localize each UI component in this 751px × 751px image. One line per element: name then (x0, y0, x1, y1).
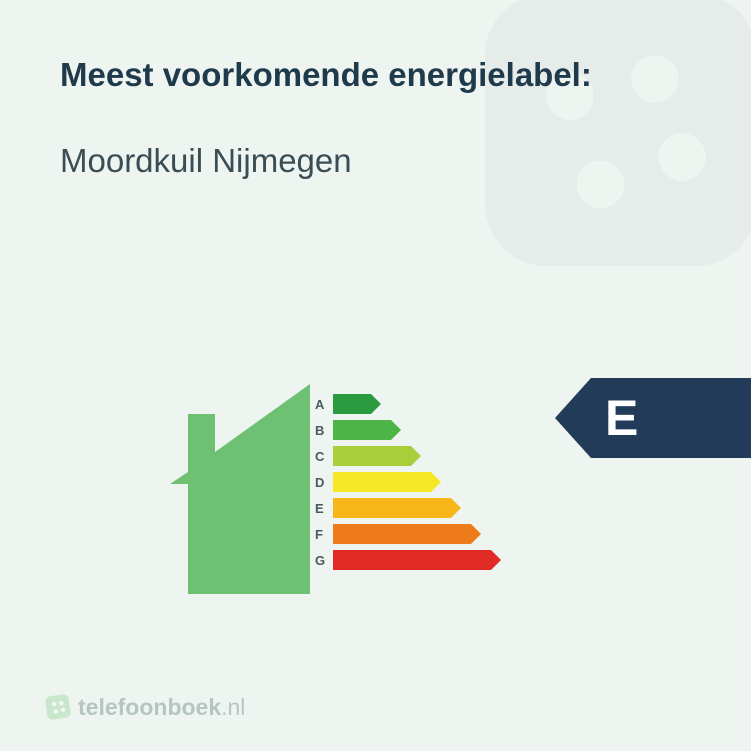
house-icon (170, 384, 310, 594)
footer-brand-light: .nl (221, 694, 245, 720)
energy-label-chart: ABCDEFG (170, 384, 590, 614)
energy-bar-c: C (315, 446, 491, 466)
result-arrow-body: E (591, 378, 751, 458)
content: Meest voorkomende energielabel: Moordkui… (0, 0, 751, 180)
energy-bar-a: A (315, 394, 491, 414)
footer-brand: telefoonboek.nl (78, 694, 245, 721)
bar-letter: F (315, 527, 333, 542)
bar-arrow (333, 550, 491, 570)
page-title: Meest voorkomende energielabel: (60, 56, 691, 94)
bar-arrow (333, 394, 371, 414)
energy-bar-f: F (315, 524, 491, 544)
result-letter: E (605, 389, 638, 447)
footer-logo-icon (44, 693, 72, 721)
bar-letter: E (315, 501, 333, 516)
location-subtitle: Moordkuil Nijmegen (60, 142, 691, 180)
energy-bars: ABCDEFG (315, 394, 491, 576)
bar-arrow (333, 498, 451, 518)
bar-letter: A (315, 397, 333, 412)
energy-bar-g: G (315, 550, 491, 570)
footer: telefoonboek.nl (44, 693, 245, 721)
bar-arrow (333, 524, 471, 544)
energy-bar-b: B (315, 420, 491, 440)
bar-letter: B (315, 423, 333, 438)
energy-bar-e: E (315, 498, 491, 518)
result-arrow-tip (555, 378, 591, 458)
energy-bar-d: D (315, 472, 491, 492)
bar-arrow (333, 446, 411, 466)
bar-letter: G (315, 553, 333, 568)
bar-letter: C (315, 449, 333, 464)
bar-arrow (333, 420, 391, 440)
footer-brand-bold: telefoonboek (78, 694, 221, 720)
result-badge: E (555, 378, 751, 458)
bar-letter: D (315, 475, 333, 490)
bar-arrow (333, 472, 431, 492)
